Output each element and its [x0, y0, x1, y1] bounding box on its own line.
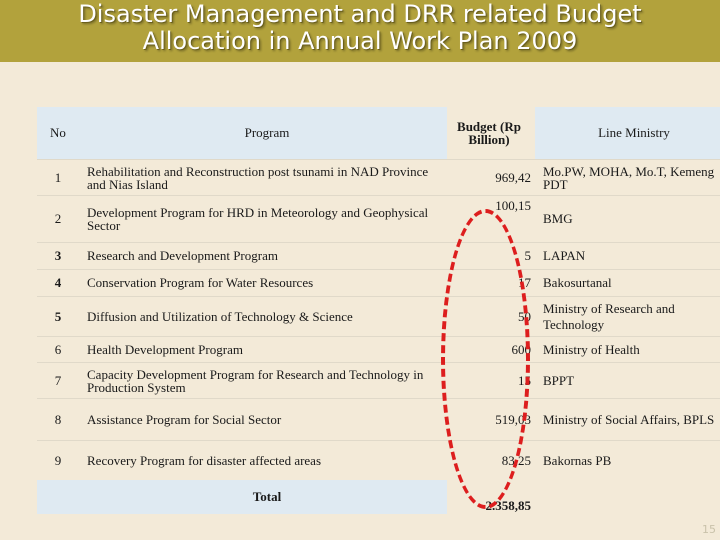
row-number: 9: [37, 440, 79, 480]
row-ministry: Bakosurtanal: [535, 269, 720, 296]
row-number: 6: [37, 336, 79, 362]
row-program: Health Development Program: [79, 336, 447, 362]
slide-title: Disaster Management and DRR related Budg…: [0, 0, 720, 55]
row-program: Research and Development Program: [79, 242, 447, 269]
table-row: 9 Recovery Program for disaster affected…: [37, 440, 720, 480]
row-ministry: Ministry of Health: [535, 336, 720, 362]
page-number: 15: [702, 523, 716, 536]
row-ministry: Bakornas PB: [535, 440, 720, 480]
row-program: Conservation Program for Water Resources: [79, 269, 447, 296]
row-number: 5: [37, 296, 79, 336]
table-row: 7 Capacity Development Program for Resea…: [37, 362, 720, 398]
row-ministry: BMG: [535, 195, 720, 242]
table-row: 6 Health Development Program 600 Ministr…: [37, 336, 720, 362]
row-program: Capacity Development Program for Researc…: [79, 362, 447, 398]
row-program: Development Program for HRD in Meteorolo…: [79, 195, 447, 242]
header-budget: Budget (Rp Billion): [457, 119, 521, 147]
row-program: Diffusion and Utilization of Technology …: [79, 296, 447, 336]
table-row: 3 Research and Development Program 5 LAP…: [37, 242, 720, 269]
row-ministry: Mo.PW, MOHA, Mo.T, Kemeng PDT: [535, 159, 720, 195]
total-ministry-blank: [535, 480, 720, 514]
total-label: Total: [79, 480, 447, 514]
table-row: 5 Diffusion and Utilization of Technolog…: [37, 296, 720, 336]
row-number: 1: [37, 159, 79, 195]
table-row: 1 Rehabilitation and Reconstruction post…: [37, 159, 720, 195]
row-number: 4: [37, 269, 79, 296]
total-row: Total 2.358,85: [37, 480, 720, 514]
title-band: [0, 0, 720, 62]
budget-table: No Program Budget (Rp Billion) Line Mini…: [37, 107, 720, 514]
row-ministry: Ministry of Research and Technology: [535, 296, 720, 336]
row-number: 2: [37, 195, 79, 242]
row-program: Recovery Program for disaster affected a…: [79, 440, 447, 480]
row-ministry: BPPT: [535, 362, 720, 398]
header-program: Program: [79, 107, 447, 159]
row-budget: 100,15: [447, 195, 535, 242]
header-ministry: Line Ministry: [535, 107, 720, 159]
slide-title-line-1: Disaster Management and DRR related Budg…: [78, 0, 642, 28]
table-row: 8 Assistance Program for Social Sector 5…: [37, 398, 720, 440]
row-ministry: Ministry of Social Affairs, BPLS: [535, 398, 720, 440]
highlight-oval: [441, 209, 530, 509]
table-header-row: No Program Budget (Rp Billion) Line Mini…: [37, 107, 720, 159]
row-number: 7: [37, 362, 79, 398]
row-program: Rehabilitation and Reconstruction post t…: [79, 159, 447, 195]
row-number: 3: [37, 242, 79, 269]
table-row: 4 Conservation Program for Water Resourc…: [37, 269, 720, 296]
row-number: 8: [37, 398, 79, 440]
row-ministry: LAPAN: [535, 242, 720, 269]
row-budget: 969,42: [447, 159, 535, 195]
slide-title-line-2: Allocation in Annual Work Plan 2009: [142, 27, 578, 55]
table-row: 2 Development Program for HRD in Meteoro…: [37, 195, 720, 242]
total-blank: [37, 480, 79, 514]
row-program: Assistance Program for Social Sector: [79, 398, 447, 440]
header-no: No: [37, 107, 79, 159]
